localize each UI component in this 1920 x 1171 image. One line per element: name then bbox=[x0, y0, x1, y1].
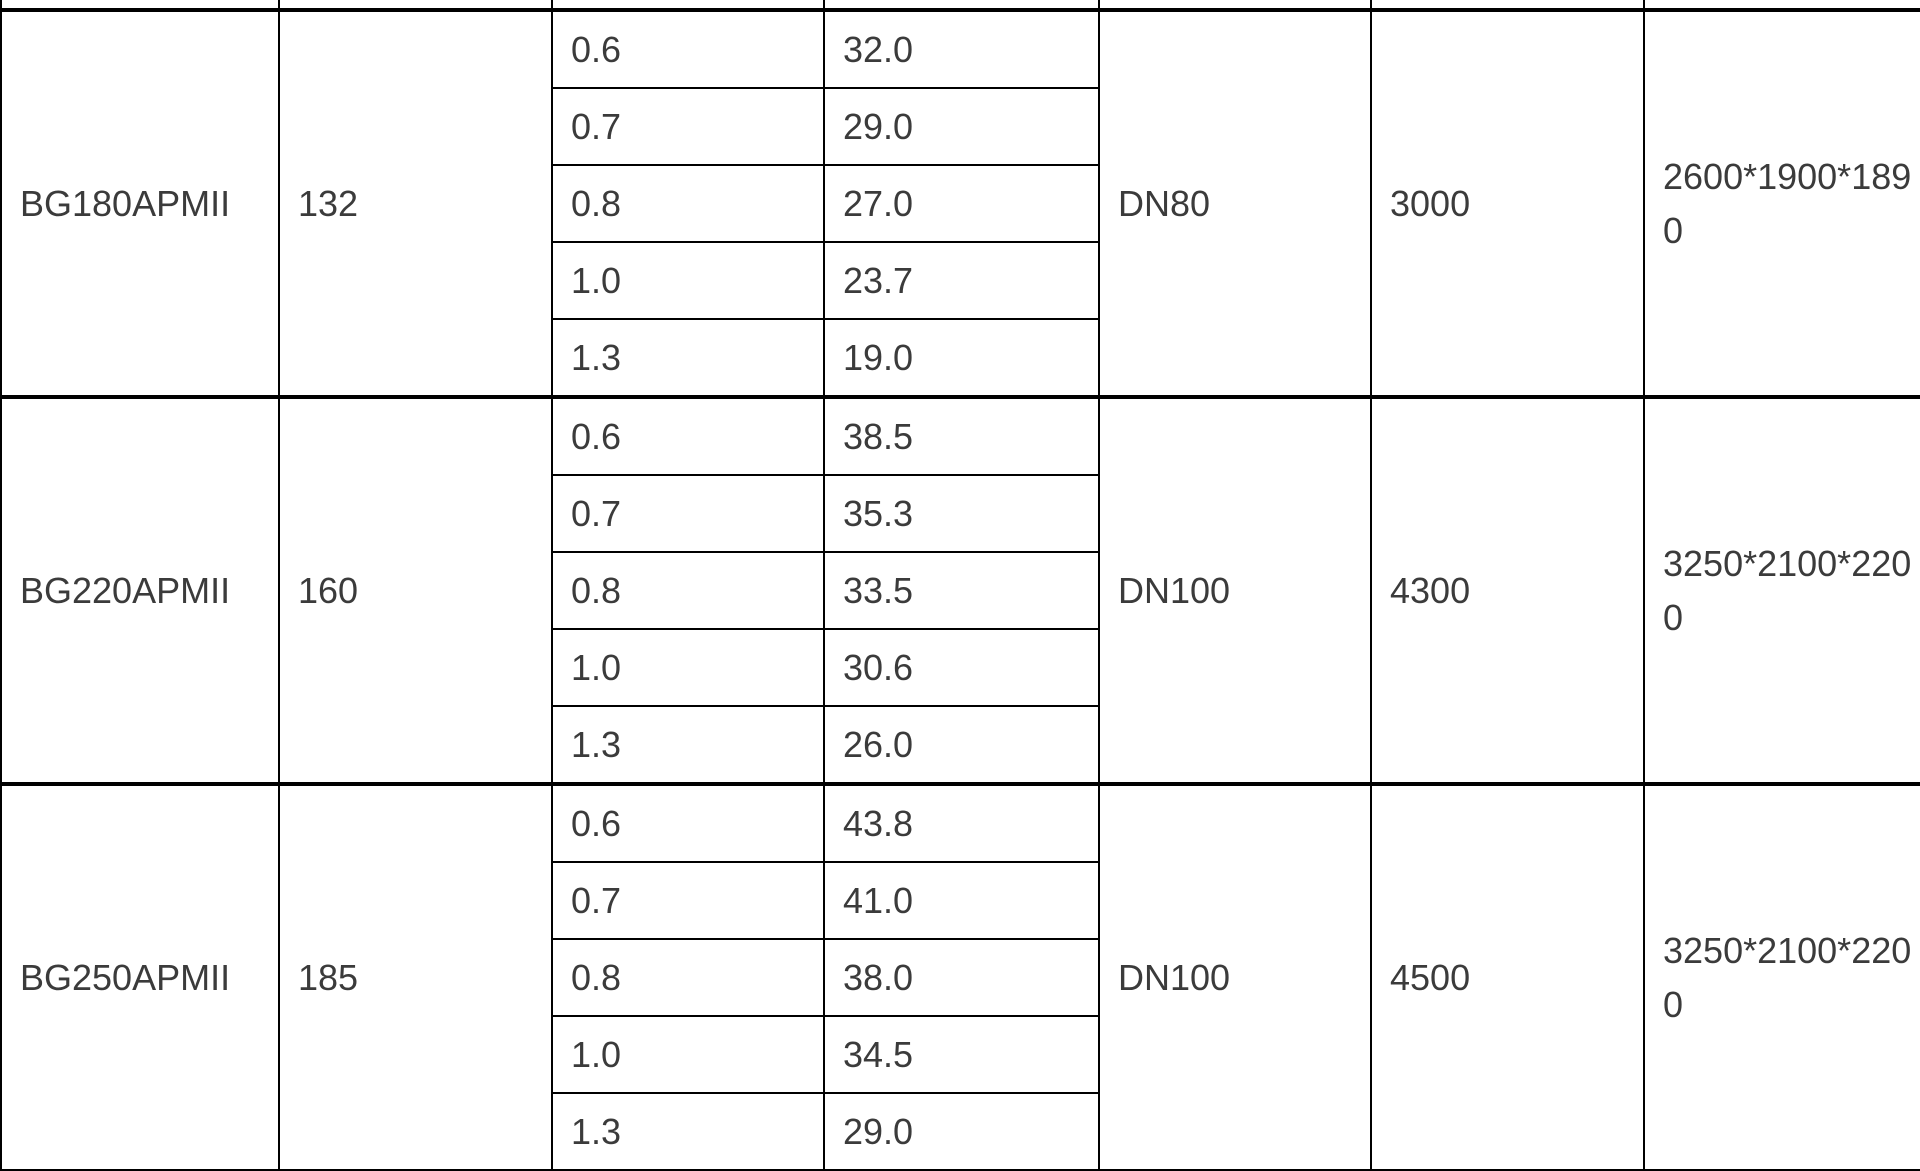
flow-cell: 30.6 bbox=[823, 628, 1100, 707]
pressure-cell: 0.8 bbox=[551, 551, 825, 630]
power-cell: 185 bbox=[278, 782, 553, 1171]
pressure-cell: 1.3 bbox=[551, 1092, 825, 1171]
pressure-cell: 0.6 bbox=[551, 782, 825, 863]
power-cell: 132 bbox=[278, 8, 553, 398]
table-row: BG250APMII 185 0.6 43.8 DN100 4500 3250*… bbox=[0, 782, 1920, 1171]
pressure-cell: 0.7 bbox=[551, 474, 825, 553]
table-row: 1.0 23.7 bbox=[1, 241, 1920, 320]
dimensions-cell: 3250*2100*2200 bbox=[1643, 395, 1920, 785]
pressure-cell: 1.3 bbox=[551, 318, 825, 398]
flow-cell: 27.0 bbox=[823, 164, 1100, 243]
pressure-cell: 0.7 bbox=[551, 87, 825, 166]
table-row: 1.0 34.5 bbox=[1, 1015, 1920, 1094]
empty-cell bbox=[278, 0, 553, 12]
empty-cell bbox=[0, 0, 280, 12]
table-row: 0.8 27.0 bbox=[1, 164, 1920, 243]
flow-cell: 35.3 bbox=[823, 474, 1100, 553]
model-cell: BG180APMII bbox=[0, 8, 280, 398]
empty-cell bbox=[551, 0, 825, 12]
flow-cell: 29.0 bbox=[823, 1092, 1100, 1171]
table-row: 0.7 35.3 bbox=[1, 474, 1920, 553]
outlet-cell: DN80 bbox=[1098, 8, 1372, 398]
flow-cell: 41.0 bbox=[823, 861, 1100, 940]
pressure-cell: 0.8 bbox=[551, 164, 825, 243]
power-cell: 160 bbox=[278, 395, 553, 785]
pressure-cell: 1.0 bbox=[551, 1015, 825, 1094]
pressure-cell: 1.0 bbox=[551, 241, 825, 320]
table-row: 1.3 19.0 bbox=[1, 318, 1920, 398]
table-row: 0.7 41.0 bbox=[1, 861, 1920, 940]
pressure-cell: 0.6 bbox=[551, 8, 825, 89]
flow-cell: 34.5 bbox=[823, 1015, 1100, 1094]
flow-cell: 43.8 bbox=[823, 782, 1100, 863]
table-row: BG180APMII 132 0.6 32.0 DN80 3000 2600*1… bbox=[0, 8, 1920, 398]
pressure-cell: 0.6 bbox=[551, 395, 825, 476]
flow-cell: 32.0 bbox=[823, 8, 1100, 89]
table-row: 0.8 33.5 bbox=[1, 551, 1920, 630]
table-row: 0.8 38.0 bbox=[1, 938, 1920, 1017]
table-row: 1.3 29.0 bbox=[1, 1092, 1920, 1171]
flow-cell: 23.7 bbox=[823, 241, 1100, 320]
model-cell: BG220APMII bbox=[0, 395, 280, 785]
flow-cell: 26.0 bbox=[823, 705, 1100, 785]
cutoff-row bbox=[0, 0, 1920, 12]
weight-cell: 3000 bbox=[1370, 8, 1645, 398]
flow-cell: 19.0 bbox=[823, 318, 1100, 398]
empty-cell bbox=[1370, 0, 1645, 12]
table-row: 0.7 29.0 bbox=[1, 87, 1920, 166]
flow-cell: 38.5 bbox=[823, 395, 1100, 476]
empty-cell bbox=[1098, 0, 1372, 12]
pressure-cell: 1.3 bbox=[551, 705, 825, 785]
empty-cell bbox=[1643, 0, 1920, 12]
weight-cell: 4300 bbox=[1370, 395, 1645, 785]
outlet-cell: DN100 bbox=[1098, 395, 1372, 785]
model-cell: BG250APMII bbox=[0, 782, 280, 1171]
dimensions-cell: 2600*1900*1890 bbox=[1643, 8, 1920, 398]
flow-cell: 33.5 bbox=[823, 551, 1100, 630]
pressure-cell: 1.0 bbox=[551, 628, 825, 707]
pressure-cell: 0.8 bbox=[551, 938, 825, 1017]
weight-cell: 4500 bbox=[1370, 782, 1645, 1171]
outlet-cell: DN100 bbox=[1098, 782, 1372, 1171]
flow-cell: 29.0 bbox=[823, 87, 1100, 166]
dimensions-cell: 3250*2100*2200 bbox=[1643, 782, 1920, 1171]
table-row: 1.0 30.6 bbox=[1, 628, 1920, 707]
empty-cell bbox=[823, 0, 1100, 12]
flow-cell: 38.0 bbox=[823, 938, 1100, 1017]
table-row: 1.3 26.0 bbox=[1, 705, 1920, 785]
table-row: BG220APMII 160 0.6 38.5 DN100 4300 3250*… bbox=[0, 395, 1920, 785]
pressure-cell: 0.7 bbox=[551, 861, 825, 940]
